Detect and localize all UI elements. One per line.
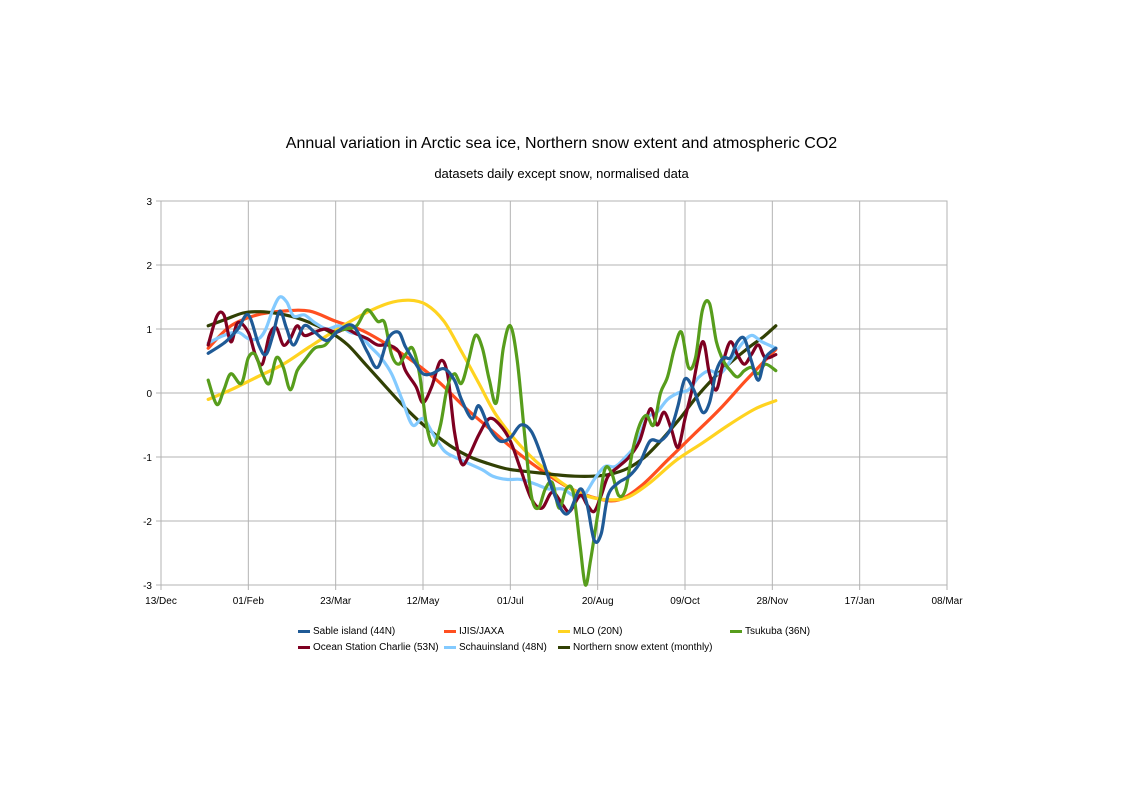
x-tick-label: 12/May (407, 596, 440, 607)
series-line-ocean-station-charlie-53n (206, 310, 778, 514)
series-line-tsukuba-36n (206, 299, 778, 587)
series-line-mlo-20n (206, 298, 778, 502)
legend-label: MLO (20N) (573, 625, 623, 637)
y-tick-label: 1 (146, 325, 152, 336)
x-tick-label: 08/Mar (931, 596, 963, 607)
plot-area-border (160, 200, 948, 586)
legend-swatch (558, 645, 570, 649)
tick-labels: 13/Dec 01/Feb 23/Mar 12/May 01/Jul 20/Aug 09/O… (143, 197, 963, 607)
legend-swatch (298, 645, 310, 649)
legend-label: IJIS/JAXA (459, 625, 505, 637)
legend-item: Schauinsland (48N) (444, 642, 558, 653)
legend-item: Ocean Station Charlie (53N) (298, 642, 444, 653)
y-tick-label: 0 (146, 389, 152, 400)
legend-label: Schauinsland (48N) (459, 641, 547, 653)
y-tick-label: -1 (143, 453, 152, 464)
legend-item: Tsukuba (36N) (730, 626, 858, 637)
chart-title: Annual variation in Arctic sea ice, Nort… (285, 135, 838, 152)
y-tick-label: 2 (146, 261, 152, 272)
legend-label: Tsukuba (36N) (745, 625, 811, 637)
legend-swatch (730, 629, 742, 633)
axes (156, 200, 948, 590)
legend-label: Sable island (44N) (313, 625, 396, 637)
x-tick-label: 01/Jul (497, 596, 524, 607)
x-tick-label: 01/Feb (233, 596, 265, 607)
x-tick-label: 23/Mar (320, 596, 352, 607)
legend-item: MLO (20N) (558, 626, 730, 637)
grid-lines (160, 200, 948, 586)
legend-swatch (298, 629, 310, 633)
legend-item: IJIS/JAXA (444, 626, 558, 637)
legend-item: Sable island (44N) (298, 626, 444, 637)
legend-label: Ocean Station Charlie (53N) (313, 641, 439, 653)
series-lines (206, 295, 778, 587)
legend-swatch (558, 629, 570, 633)
legend-row: Ocean Station Charlie (53N) Schauinsland … (298, 639, 858, 655)
series-line-sable-island-44n (206, 309, 778, 544)
legend-label: Northern snow extent (monthly) (573, 641, 713, 653)
legend-item: Northern snow extent (monthly) (558, 642, 730, 653)
y-tick-label: -2 (143, 517, 152, 528)
x-tick-label: 17/Jan (845, 596, 875, 607)
legend-swatch (444, 645, 456, 649)
x-tick-label: 28/Nov (756, 596, 788, 607)
legend-row: Sable island (44N) IJIS/JAXA MLO (20N) Tsuk… (298, 623, 858, 639)
y-tick-label: -3 (143, 581, 152, 592)
legend: Sable island (44N) IJIS/JAXA MLO (20N) Tsuk… (298, 623, 858, 655)
x-tick-label: 13/Dec (145, 596, 177, 607)
chart-subtitle: datasets daily except snow, normalised d… (434, 166, 689, 181)
x-tick-label: 20/Aug (582, 596, 614, 607)
y-tick-label: 3 (146, 197, 152, 208)
x-tick-label: 09/Oct (670, 596, 700, 607)
legend-swatch (444, 629, 456, 633)
